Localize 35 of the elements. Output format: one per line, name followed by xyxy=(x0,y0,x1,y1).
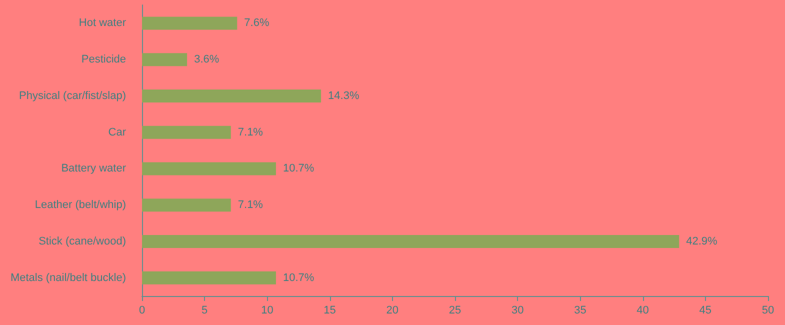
x-tick-label: 20 xyxy=(386,304,399,316)
data-label: 7.1% xyxy=(238,199,264,212)
bar xyxy=(142,234,680,248)
bar xyxy=(142,271,276,284)
data-label: 10.7% xyxy=(282,162,314,175)
bar xyxy=(142,53,188,66)
x-tick-label: 50 xyxy=(762,304,774,316)
x-tick-label: 35 xyxy=(574,304,586,316)
x-tick-label: 30 xyxy=(511,304,524,316)
bar xyxy=(142,89,322,102)
bar xyxy=(142,126,231,139)
y-tick-label: Hot water xyxy=(78,17,126,30)
bar xyxy=(142,198,231,212)
y-tick-label: Stick (cane/wood) xyxy=(38,235,126,248)
y-tick-label: Car xyxy=(108,126,126,138)
x-tick-label: 40 xyxy=(636,304,649,316)
data-label: 7.6% xyxy=(244,17,270,30)
y-tick-label: Metals (nail/belt buckle) xyxy=(10,272,126,284)
x-tick-label: 25 xyxy=(448,304,462,316)
y-tick-label: Battery water xyxy=(61,162,126,175)
bar xyxy=(142,16,238,30)
x-tick-label: 0 xyxy=(138,304,146,316)
bar xyxy=(142,162,276,176)
y-tick-label: Leather (belt/whip) xyxy=(34,199,126,212)
x-tick-label: 45 xyxy=(699,304,712,316)
data-label: 14.3% xyxy=(328,90,360,102)
data-label: 3.6% xyxy=(194,54,220,66)
y-tick-label: Pesticide xyxy=(81,54,126,66)
data-label: 10.7% xyxy=(282,272,314,284)
x-tick-label: 10 xyxy=(261,304,274,316)
data-label: 42.9% xyxy=(686,235,718,248)
y-tick-label: Physical (car/fist/slap) xyxy=(19,90,126,102)
x-tick-label: 5 xyxy=(202,304,208,316)
x-tick-label: 15 xyxy=(324,304,336,316)
data-label: 7.1% xyxy=(238,126,264,138)
